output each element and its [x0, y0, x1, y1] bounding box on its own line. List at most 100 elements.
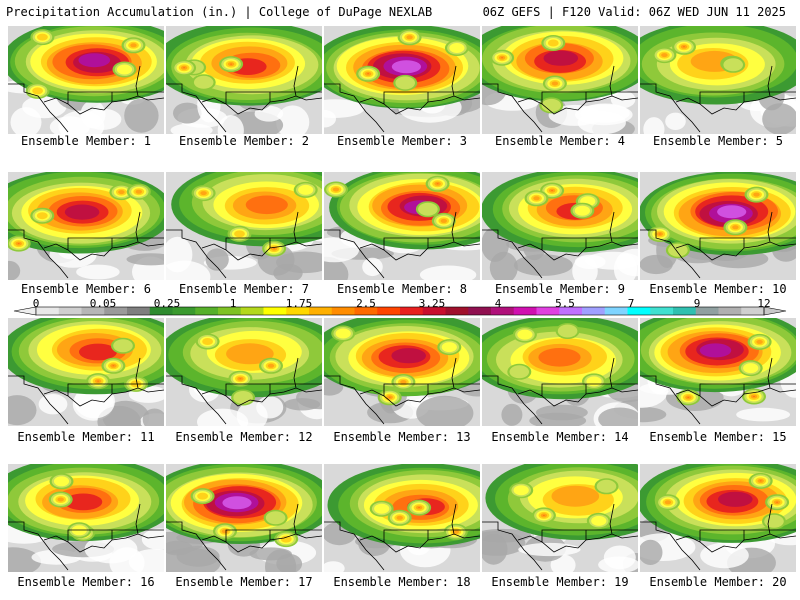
colorbar-swatch [673, 307, 697, 315]
ensemble-member-map [166, 464, 322, 572]
ensemble-member-map [324, 172, 480, 280]
colorbar-swatch [604, 307, 628, 315]
ensemble-member-label: Ensemble Member: 18 [333, 575, 471, 589]
colorbar-tick-label: 9 [693, 297, 701, 310]
colorbar-swatch [104, 307, 128, 315]
precip-field-map [166, 172, 322, 280]
colorbar-tick-label: 2.5 [356, 297, 376, 310]
colorbar-swatch [513, 307, 537, 315]
colorbar-swatch [240, 307, 264, 315]
colorbar-swatch [127, 307, 151, 315]
colorbar-swatch [331, 307, 355, 315]
ensemble-member-label: Ensemble Member: 8 [336, 282, 468, 296]
colorbar-swatch [81, 307, 105, 315]
colorbar-swatch [559, 307, 583, 315]
colorbar-swatch [627, 307, 651, 315]
colorbar-tick-label: 0 [32, 297, 40, 310]
colorbar-swatch [36, 307, 60, 315]
colorbar-swatch [263, 307, 287, 315]
ensemble-member-map [8, 464, 164, 572]
precip-field-map [640, 26, 796, 134]
ensemble-member-label: Ensemble Member: 12 [175, 430, 313, 444]
colorbar-swatch [445, 307, 469, 315]
ensemble-member-map [482, 464, 638, 572]
colorbar-swatch [491, 307, 515, 315]
colorbar-swatch [172, 307, 196, 315]
ensemble-member-label: Ensemble Member: 20 [649, 575, 787, 589]
colorbar-swatch [422, 307, 446, 315]
precip-field-map [166, 464, 322, 572]
chart-title: Precipitation Accumulation (in.) | Colle… [6, 5, 433, 19]
precip-field-map [8, 172, 164, 280]
colorbar-swatch [468, 307, 492, 315]
ensemble-member-label: Ensemble Member: 5 [652, 134, 784, 148]
colorbar-tick-label: 5.5 [555, 297, 575, 310]
ensemble-member-label: Ensemble Member: 3 [336, 134, 468, 148]
colorbar-swatch [309, 307, 333, 315]
ensemble-member-label: Ensemble Member: 11 [17, 430, 155, 444]
ensemble-member-label: Ensemble Member: 19 [491, 575, 629, 589]
precip-field-map [324, 464, 480, 572]
precip-field-map [482, 26, 638, 134]
ensemble-member-label: Ensemble Member: 7 [178, 282, 310, 296]
colorbar-tick-label: 7 [627, 297, 635, 310]
colorbar-swatch [536, 307, 560, 315]
ensemble-member-label: Ensemble Member: 14 [491, 430, 629, 444]
ensemble-member-map [482, 318, 638, 426]
ensemble-member-label: Ensemble Member: 9 [494, 282, 626, 296]
ensemble-member-label: Ensemble Member: 10 [649, 282, 787, 296]
colorbar-tick-label: 0.05 [89, 297, 117, 310]
colorbar-tick-label: 4 [494, 297, 502, 310]
precip-field-map [640, 318, 796, 426]
ensemble-member-map [324, 26, 480, 134]
ensemble-member-label: Ensemble Member: 2 [178, 134, 310, 148]
colorbar-swatch [149, 307, 173, 315]
precip-field-map [324, 26, 480, 134]
ensemble-member-map [482, 172, 638, 280]
ensemble-member-map [8, 318, 164, 426]
precip-field-map [640, 172, 796, 280]
ensemble-member-map [166, 318, 322, 426]
precip-field-map [8, 464, 164, 572]
ensemble-member-map [482, 26, 638, 134]
colorbar-tick-label: 0.25 [153, 297, 181, 310]
ensemble-member-map [8, 172, 164, 280]
precip-field-map [482, 464, 638, 572]
precip-field-map [324, 172, 480, 280]
colorbar-swatch [195, 307, 219, 315]
precip-field-map [640, 464, 796, 572]
ensemble-member-map [324, 464, 480, 572]
colorbar-tick-label: 1 [229, 297, 237, 310]
colorbar-swatch [741, 307, 765, 315]
precipitation-colorbar [13, 306, 787, 316]
precip-field-map [8, 318, 164, 426]
colorbar-swatch [354, 307, 378, 315]
colorbar-swatch [218, 307, 242, 315]
ensemble-member-label: Ensemble Member: 4 [494, 134, 626, 148]
colorbar-swatch [582, 307, 606, 315]
ensemble-member-label: Ensemble Member: 6 [20, 282, 152, 296]
ensemble-member-label: Ensemble Member: 17 [175, 575, 313, 589]
ensemble-member-label: Ensemble Member: 15 [649, 430, 787, 444]
colorbar-tick-label: 3.25 [418, 297, 446, 310]
colorbar-swatch [377, 307, 401, 315]
ensemble-member-label: Ensemble Member: 13 [333, 430, 471, 444]
colorbar-tick-label: 1.75 [285, 297, 313, 310]
precip-field-map [482, 172, 638, 280]
ensemble-member-map [8, 26, 164, 134]
run-valid-info: 06Z GEFS | F120 Valid: 06Z WED JUN 11 20… [482, 5, 786, 19]
colorbar-swatch [695, 307, 719, 315]
ensemble-member-map [640, 464, 796, 572]
ensemble-member-map [640, 318, 796, 426]
ensemble-member-map [166, 26, 322, 134]
precip-field-map [166, 318, 322, 426]
ensemble-member-label: Ensemble Member: 16 [17, 575, 155, 589]
ensemble-member-label: Ensemble Member: 1 [20, 134, 152, 148]
colorbar-swatch [286, 307, 310, 315]
colorbar-tick-label: 12 [757, 297, 771, 310]
ensemble-member-map [324, 318, 480, 426]
colorbar-swatch [718, 307, 742, 315]
colorbar-swatch [650, 307, 674, 315]
ensemble-member-map [640, 172, 796, 280]
precip-field-map [482, 318, 638, 426]
